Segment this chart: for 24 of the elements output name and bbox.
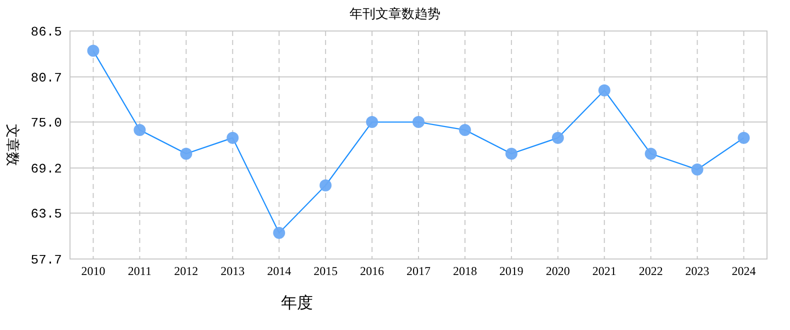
y-tick-label: 86.5 [30, 24, 62, 40]
x-tick-label: 2024 [732, 264, 756, 278]
x-tick-label: 2015 [314, 264, 338, 278]
y-tick-label: 69.2 [30, 162, 62, 177]
y-tick-label: 63.5 [30, 206, 62, 222]
x-tick-label: 2014 [267, 264, 292, 278]
x-axis-title: 年度 [281, 294, 313, 312]
x-tick-label: 2013 [220, 264, 245, 278]
x-tick-label: 2020 [546, 264, 570, 278]
x-tick-label: 2021 [592, 264, 616, 278]
chart-title: 年刊文章数趋势 [350, 6, 440, 21]
x-tick-label: 2022 [638, 264, 663, 278]
y-tick-label: 80.7 [30, 70, 62, 86]
x-tick-label: 2016 [360, 264, 384, 278]
x-tick-label: 2010 [81, 264, 106, 278]
x-tick-label: 2012 [174, 264, 198, 278]
x-tick-label: 2019 [499, 264, 524, 278]
y-axis-title: 文章数 [4, 124, 20, 166]
x-tick-label: 2023 [685, 264, 710, 278]
y-tick-label: 75.0 [30, 116, 62, 131]
x-tick-label: 2011 [128, 264, 152, 278]
x-tick-label: 2017 [406, 264, 430, 278]
y-tick-label: 57.7 [30, 252, 62, 268]
x-tick-label: 2018 [452, 264, 477, 278]
